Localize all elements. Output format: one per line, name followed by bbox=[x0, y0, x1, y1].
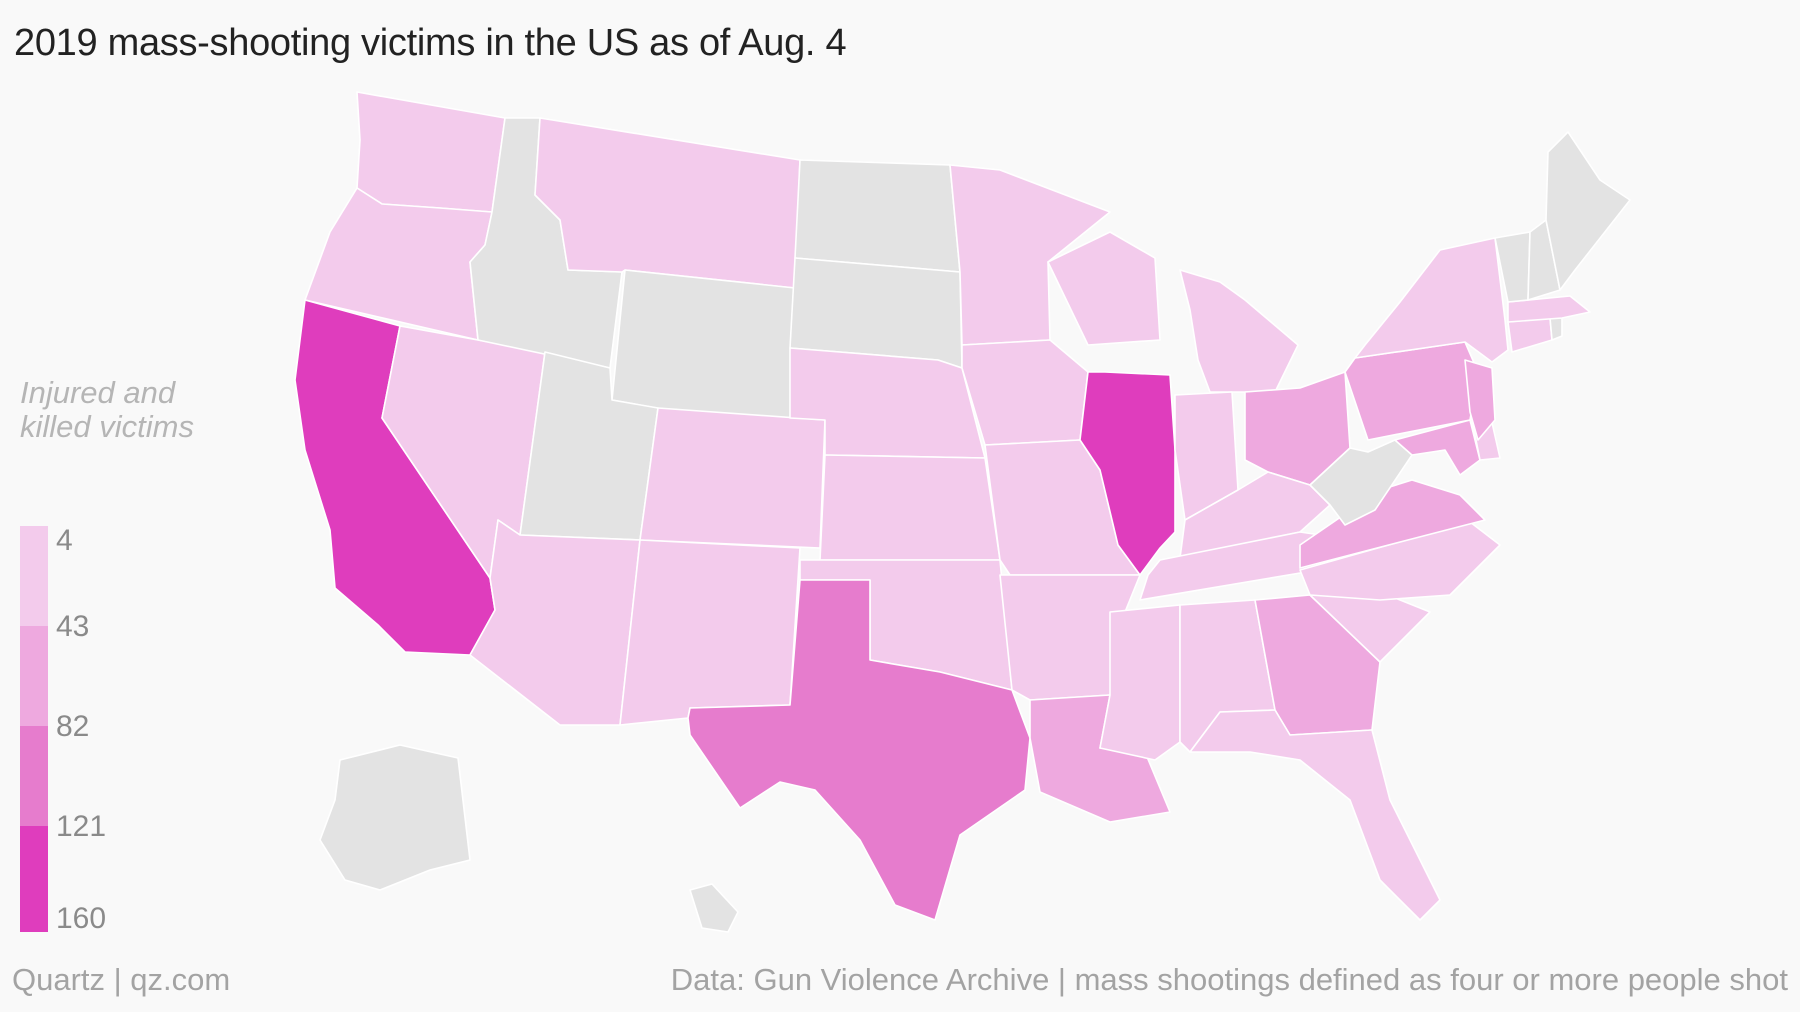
chart-title: 2019 mass-shooting victims in the US as … bbox=[14, 22, 847, 64]
state-nm bbox=[619, 539, 801, 726]
legend-title-line2: killed victims bbox=[20, 409, 194, 444]
footer-source-right: Data: Gun Violence Archive | mass shooti… bbox=[670, 962, 1788, 997]
state-tx bbox=[687, 579, 1031, 921]
state-ms bbox=[1099, 604, 1181, 761]
legend-title-line1: Injured and bbox=[20, 375, 176, 410]
legend-swatch-3 bbox=[20, 726, 48, 826]
state-il bbox=[1079, 371, 1176, 576]
state-nj bbox=[1464, 359, 1496, 441]
legend-label-43: 43 bbox=[56, 610, 90, 643]
state-co bbox=[639, 407, 826, 549]
footer-source-left: Quartz | qz.com bbox=[12, 962, 231, 997]
state-mn bbox=[949, 164, 1111, 346]
legend-label-121: 121 bbox=[56, 810, 107, 843]
state-ri bbox=[1549, 317, 1563, 341]
state-ak bbox=[319, 744, 471, 891]
state-wa bbox=[356, 91, 506, 213]
legend-label-82: 82 bbox=[56, 710, 90, 743]
state-ia bbox=[961, 339, 1089, 446]
state-fl bbox=[1189, 709, 1441, 921]
color-legend: 4 43 82 121 160 bbox=[20, 524, 120, 935]
state-ks bbox=[819, 454, 1001, 561]
legend-swatch-4 bbox=[20, 826, 48, 932]
state-nd bbox=[794, 159, 961, 273]
legend-swatch-2 bbox=[20, 626, 48, 726]
state-hi bbox=[689, 883, 739, 933]
state-ma bbox=[1507, 295, 1591, 323]
legend-label-160: 160 bbox=[56, 902, 107, 935]
state-me bbox=[1545, 131, 1631, 291]
legend-swatch-1 bbox=[20, 526, 48, 626]
state-ny bbox=[1354, 237, 1509, 363]
state-az bbox=[469, 519, 641, 726]
state-wi bbox=[1047, 231, 1161, 346]
legend-label-4: 4 bbox=[56, 524, 73, 557]
state-ct bbox=[1507, 317, 1553, 353]
legend-title: Injured and killed victims bbox=[20, 376, 240, 444]
state-mi bbox=[1179, 269, 1299, 393]
state-mt bbox=[534, 117, 801, 289]
